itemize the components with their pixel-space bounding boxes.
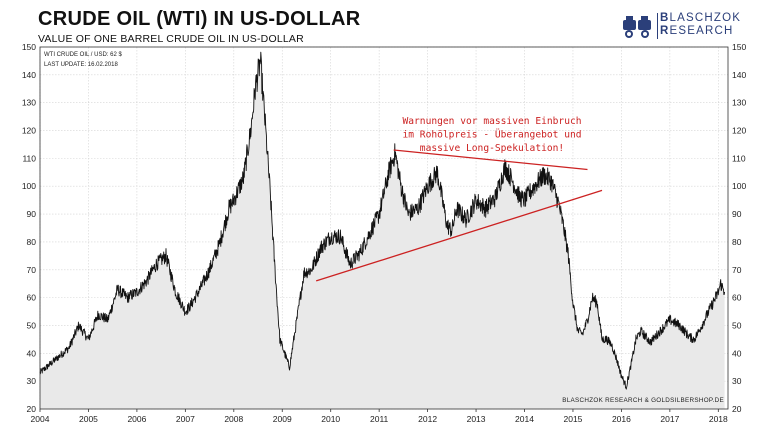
series-line <box>39 51 726 390</box>
x-tick-2005: 2005 <box>79 414 98 424</box>
logo-cap-2: R <box>660 25 670 37</box>
credit-text: BLASCHZOK RESEARCH & GOLDSILBERSHOP.DE <box>562 397 724 404</box>
logo-separator <box>657 13 658 39</box>
y-tick-left-80: 80 <box>27 237 37 247</box>
x-tick-2006: 2006 <box>127 414 146 424</box>
x-tick-2012: 2012 <box>418 414 437 424</box>
logo-cap-1: B <box>660 12 670 24</box>
y-tick-left-90: 90 <box>27 209 37 219</box>
y-tick-right-110: 110 <box>732 153 746 163</box>
x-tick-2018: 2018 <box>709 414 728 424</box>
y-tick-right-100: 100 <box>732 181 746 191</box>
y-tick-left-100: 100 <box>22 181 36 191</box>
x-tick-2014: 2014 <box>515 414 534 424</box>
y-tick-right-80: 80 <box>732 237 742 247</box>
y-tick-right-20: 20 <box>732 404 742 414</box>
y-tick-right-150: 150 <box>732 42 746 52</box>
annotation-line-2: massive Long-Spekulation! <box>420 143 564 154</box>
y-tick-right-90: 90 <box>732 209 742 219</box>
chart-text: WTI CRUDE OIL / USD: 62 $ LAST UPDATE: 16… <box>44 52 724 404</box>
y-tick-right-30: 30 <box>732 376 742 386</box>
y-tick-left-20: 20 <box>27 404 37 414</box>
y-tick-left-130: 130 <box>22 98 36 108</box>
logo-rest-1: LASCHZOK <box>669 12 742 24</box>
y-tick-left-70: 70 <box>27 265 37 275</box>
info-line-0: WTI CRUDE OIL / USD: 62 $ <box>44 52 122 58</box>
x-tick-2004: 2004 <box>31 414 50 424</box>
x-tick-2011: 2011 <box>370 414 389 424</box>
y-tick-right-130: 130 <box>732 98 746 108</box>
chart-title: CRUDE OIL (WTI) IN US-DOLLAR <box>38 8 361 30</box>
info-line-1: LAST UPDATE: 16.02.2018 <box>44 62 118 68</box>
y-tick-left-140: 140 <box>22 70 36 80</box>
x-tick-2007: 2007 <box>176 414 195 424</box>
y-tick-right-60: 60 <box>732 293 742 303</box>
x-tick-2010: 2010 <box>321 414 340 424</box>
x-tick-2008: 2008 <box>224 414 243 424</box>
x-tick-2013: 2013 <box>467 414 486 424</box>
y-tick-left-110: 110 <box>22 153 36 163</box>
x-tick-2016: 2016 <box>612 414 631 424</box>
x-tick-2017: 2017 <box>660 414 679 424</box>
trendline-support <box>315 189 603 282</box>
series-area <box>40 52 725 409</box>
y-tick-right-40: 40 <box>732 348 742 358</box>
logo-icon <box>623 16 651 38</box>
y-tick-left-150: 150 <box>22 42 36 52</box>
y-tick-right-120: 120 <box>732 126 746 136</box>
x-tick-2015: 2015 <box>563 414 582 424</box>
trendlines <box>315 149 603 282</box>
plot-border <box>39 46 729 410</box>
annotation-line-0: Warnungen vor massiven Einbruch <box>402 116 581 127</box>
tick-labels: 20 20 30 30 40 40 50 50 60 60 70 70 80 80 90 90 100 100 11… <box>22 42 747 424</box>
y-tick-left-120: 120 <box>22 126 36 136</box>
trendline-resistance <box>393 149 588 171</box>
logo-text: BLASCHZOK RESEARCH <box>660 12 741 38</box>
y-tick-left-30: 30 <box>27 376 37 386</box>
y-tick-left-60: 60 <box>27 293 37 303</box>
plot-frame <box>39 46 729 410</box>
x-tick-2009: 2009 <box>273 414 292 424</box>
y-tick-right-50: 50 <box>732 320 742 330</box>
y-tick-left-50: 50 <box>27 320 37 330</box>
series-layer <box>39 51 726 409</box>
y-tick-left-40: 40 <box>27 348 37 358</box>
y-tick-right-70: 70 <box>732 265 742 275</box>
y-tick-right-140: 140 <box>732 70 746 80</box>
logo-rest-2: ESEARCH <box>669 25 734 37</box>
chart-subtitle: VALUE OF ONE BARREL CRUDE OIL IN US-DOLL… <box>38 33 304 45</box>
annotation-line-1: im Rohölpreis - Überangebot und <box>402 128 581 141</box>
